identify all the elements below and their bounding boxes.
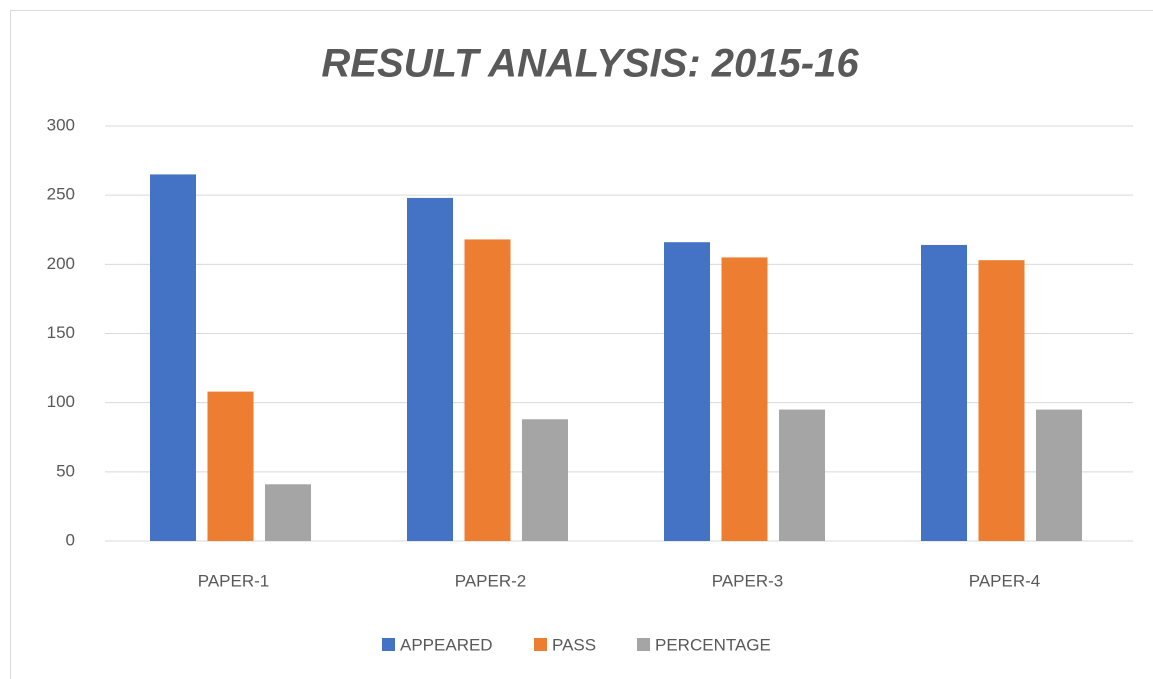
y-tick-label: 300 — [47, 115, 75, 134]
legend-swatch — [534, 638, 547, 651]
bar — [664, 242, 710, 541]
y-tick-label: 0 — [66, 530, 75, 549]
bar — [921, 244, 967, 541]
y-tick-label: 150 — [47, 323, 75, 342]
x-tick-label: PAPER-4 — [969, 571, 1041, 590]
legend-label: PASS — [552, 635, 596, 654]
legend-swatch — [637, 638, 650, 651]
y-tick-label: 100 — [47, 392, 75, 411]
bar — [265, 484, 311, 541]
x-tick-label: PAPER-1 — [198, 571, 270, 590]
chart-title: RESULT ANALYSIS: 2015-16 — [321, 42, 859, 86]
bar — [522, 419, 568, 541]
y-tick-label: 200 — [47, 254, 75, 273]
chart-border — [10, 10, 1153, 679]
bar — [978, 260, 1025, 541]
x-tick-label: PAPER-3 — [712, 571, 784, 590]
bar — [1036, 409, 1082, 541]
y-tick-label: 50 — [56, 461, 75, 480]
bar — [464, 239, 511, 541]
bar — [207, 391, 254, 541]
bar — [721, 257, 768, 541]
legend-label: PERCENTAGE — [655, 635, 771, 654]
legend-swatch — [382, 638, 395, 651]
y-tick-label: 250 — [47, 185, 75, 204]
x-tick-label: PAPER-2 — [455, 571, 527, 590]
legend-label: APPEARED — [400, 635, 493, 654]
bar — [150, 174, 196, 541]
bar — [407, 197, 453, 541]
bar — [779, 409, 825, 541]
